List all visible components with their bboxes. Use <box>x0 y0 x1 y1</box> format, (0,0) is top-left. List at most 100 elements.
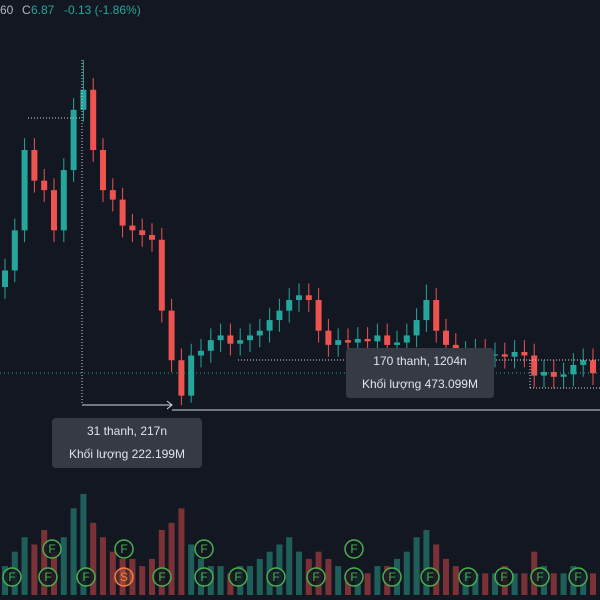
event-marker <box>344 567 364 587</box>
event-marker <box>2 567 22 587</box>
tooltip-box <box>346 348 494 398</box>
event-marker <box>530 567 550 587</box>
candle-body <box>227 335 234 344</box>
volume-bar <box>335 566 342 595</box>
candle-body <box>374 335 381 342</box>
event-marker <box>194 567 214 587</box>
volume-bar <box>550 573 557 595</box>
candle-body <box>70 109 77 171</box>
candle-body <box>217 335 224 341</box>
volume-bar <box>364 573 371 595</box>
candle-body <box>354 338 361 343</box>
volume-bar <box>286 537 293 595</box>
volume-bar <box>560 573 567 595</box>
candle-body <box>256 330 263 336</box>
candle-body <box>403 335 410 343</box>
volume-bar <box>21 537 28 595</box>
candle-body <box>109 190 116 200</box>
event-marker-label: F <box>48 542 55 556</box>
event-marker <box>420 567 440 587</box>
candle-body <box>433 300 440 331</box>
candle-body <box>384 335 391 345</box>
volume-bar <box>296 551 302 595</box>
candle-body <box>207 340 214 351</box>
event-marker-label: F <box>350 570 357 584</box>
candle-body <box>521 351 528 356</box>
volume-bar <box>41 530 48 595</box>
volume-bar <box>178 508 185 595</box>
candle-body <box>198 350 204 356</box>
event-marker-label: F <box>574 570 581 584</box>
event-marker <box>114 567 134 587</box>
marker-layer: F F F S F F F F F F F F F F F FF F F F <box>2 539 588 587</box>
volume-bar <box>443 558 449 595</box>
candle-body <box>41 180 48 191</box>
event-marker-label: F <box>536 570 543 584</box>
candle-body <box>149 235 155 240</box>
arrow-head <box>166 400 173 410</box>
volume-bar <box>247 566 253 595</box>
tooltip-volume: Khối lượng 473.099M <box>362 377 478 391</box>
header-close-label: C <box>22 3 31 17</box>
tooltip-volume: Khối lượng 222.199M <box>69 447 185 461</box>
tooltip-box <box>52 418 202 468</box>
candle-body <box>325 330 332 345</box>
header-prev: 60 <box>0 3 14 17</box>
candle-body <box>423 300 430 321</box>
candle-body <box>237 340 244 344</box>
candle-body <box>580 360 587 365</box>
event-marker-label: F <box>200 542 207 556</box>
candle-body <box>501 354 508 357</box>
volume-bar <box>119 558 126 595</box>
candle-body <box>511 351 518 357</box>
candle-body <box>541 372 547 376</box>
volume-bar <box>109 551 116 595</box>
event-marker <box>494 567 514 587</box>
volume-bar <box>256 558 263 595</box>
candle-layer <box>2 60 596 406</box>
candle-body <box>570 364 577 375</box>
candle-body <box>178 360 185 396</box>
candle-body <box>335 340 342 345</box>
candle-body <box>413 320 420 336</box>
event-marker <box>228 567 248 587</box>
event-marker <box>42 539 62 559</box>
tooltip-bars: 31 thanh, 217n <box>87 424 167 438</box>
event-marker <box>306 567 326 587</box>
volume-bar <box>472 573 479 595</box>
candle-body <box>315 300 322 331</box>
candle-body <box>305 295 312 300</box>
candle-body <box>266 320 273 331</box>
event-marker-label: F <box>120 542 127 556</box>
candle-body <box>80 89 87 110</box>
event-marker-label: S <box>120 570 128 584</box>
event-marker-label: F <box>8 570 15 584</box>
event-marker <box>568 567 588 587</box>
event-marker <box>344 539 364 559</box>
candle-body <box>158 239 165 311</box>
volume-bar <box>452 566 459 595</box>
candle-body <box>560 374 567 377</box>
volume-bar <box>403 551 410 595</box>
event-marker <box>382 567 402 587</box>
event-marker <box>152 567 172 587</box>
candle-body <box>247 335 253 341</box>
candle-body <box>345 340 351 343</box>
candle-body <box>550 372 557 377</box>
event-marker-label: F <box>200 570 207 584</box>
candle-body <box>90 89 97 150</box>
candle-body <box>492 354 498 356</box>
volume-bar <box>227 573 234 595</box>
candle-body <box>168 310 175 361</box>
header-change: -0.13 (-1.86%) <box>64 3 141 17</box>
candle-body <box>119 199 126 226</box>
candle-body <box>394 342 400 345</box>
event-marker <box>194 539 214 559</box>
volume-bar <box>521 573 528 595</box>
event-marker <box>38 567 58 587</box>
event-marker-label: F <box>500 570 507 584</box>
candle-body <box>60 170 67 231</box>
event-marker-label: F <box>464 570 471 584</box>
tooltip: 170 thanh, 1204n Khối lượng 473.099M <box>346 348 494 398</box>
event-marker <box>458 567 478 587</box>
